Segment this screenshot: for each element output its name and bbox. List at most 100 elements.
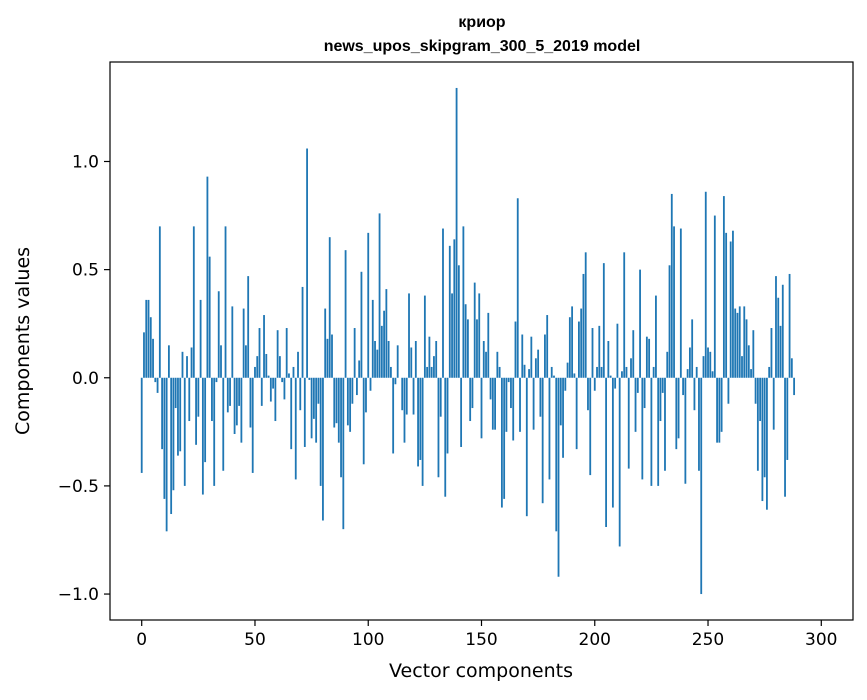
bar: [297, 351, 299, 378]
bar: [448, 245, 451, 378]
bar: [154, 377, 157, 383]
bar: [405, 377, 408, 415]
bar: [421, 377, 424, 486]
bar: [670, 193, 673, 378]
bar: [636, 377, 639, 393]
bar: [186, 356, 188, 378]
bar: [360, 271, 363, 378]
bar: [351, 377, 354, 404]
bar: [147, 299, 150, 378]
bar: [335, 377, 338, 424]
bar: [439, 377, 442, 417]
x-tick-label: 100: [352, 630, 384, 650]
bar: [467, 319, 469, 378]
bar: [410, 347, 413, 378]
bar: [704, 191, 707, 378]
bar: [546, 315, 549, 378]
bar: [512, 377, 515, 441]
bar: [514, 321, 517, 378]
bar: [226, 377, 229, 413]
bar: [167, 345, 170, 378]
bar: [451, 293, 453, 378]
bar: [353, 328, 356, 378]
bar: [747, 345, 750, 378]
bar: [523, 364, 526, 378]
bar: [614, 377, 617, 389]
bar: [673, 226, 675, 378]
bar: [677, 377, 680, 439]
y-axis-label: Components values: [12, 247, 34, 435]
bar: [707, 347, 709, 378]
bar: [437, 377, 440, 478]
bar: [220, 345, 222, 378]
bar: [306, 148, 308, 378]
bar: [507, 377, 510, 383]
bar: [283, 377, 286, 400]
bar: [195, 377, 197, 445]
bar: [559, 377, 562, 426]
bar: [788, 273, 791, 378]
bar: [756, 377, 759, 471]
bar: [489, 377, 492, 400]
x-tick-label: 250: [692, 630, 724, 650]
bar: [700, 377, 703, 595]
bar: [584, 252, 587, 378]
bar: [217, 291, 220, 378]
bar: [781, 284, 784, 378]
bar: [208, 256, 211, 378]
bar: [505, 377, 508, 432]
bar: [442, 228, 444, 378]
bar: [433, 356, 435, 378]
bar: [534, 358, 537, 378]
bar: [754, 377, 757, 404]
x-tick-label: 200: [579, 630, 611, 650]
x-tick-label: 300: [805, 630, 837, 650]
bar: [498, 366, 501, 378]
bar: [174, 377, 177, 409]
bar: [462, 226, 465, 378]
bar: [419, 377, 422, 460]
bar: [231, 306, 234, 378]
bar: [759, 377, 762, 422]
bar: [571, 306, 574, 378]
bar: [260, 377, 263, 406]
bar: [598, 325, 601, 378]
bar: [317, 377, 320, 404]
bar: [281, 377, 284, 383]
bar: [319, 377, 322, 486]
bar: [657, 377, 660, 486]
bar: [580, 308, 583, 378]
bar: [659, 377, 662, 422]
y-tick-label: 0.5: [72, 261, 99, 281]
bar: [786, 377, 789, 460]
bar: [693, 377, 696, 411]
bar: [577, 321, 580, 378]
bar: [324, 308, 327, 378]
bar: [616, 323, 619, 378]
bar: [426, 366, 429, 378]
bar: [503, 377, 506, 499]
bar: [408, 293, 410, 378]
bar: [713, 215, 716, 378]
bar: [627, 377, 630, 469]
bar: [392, 377, 395, 454]
bar: [249, 377, 252, 428]
bar: [668, 265, 671, 378]
bar: [772, 377, 775, 430]
bar: [455, 87, 458, 378]
bar: [346, 377, 349, 426]
bar: [358, 360, 361, 378]
bar: [790, 358, 793, 378]
bar: [688, 347, 691, 378]
bar: [500, 377, 503, 508]
bar: [170, 377, 173, 515]
bar: [292, 366, 295, 378]
bar: [301, 286, 304, 378]
bar: [251, 377, 254, 473]
bar: [666, 351, 669, 378]
bar: [521, 334, 524, 378]
bar: [192, 226, 195, 378]
bar: [263, 315, 265, 378]
bar: [557, 377, 560, 577]
